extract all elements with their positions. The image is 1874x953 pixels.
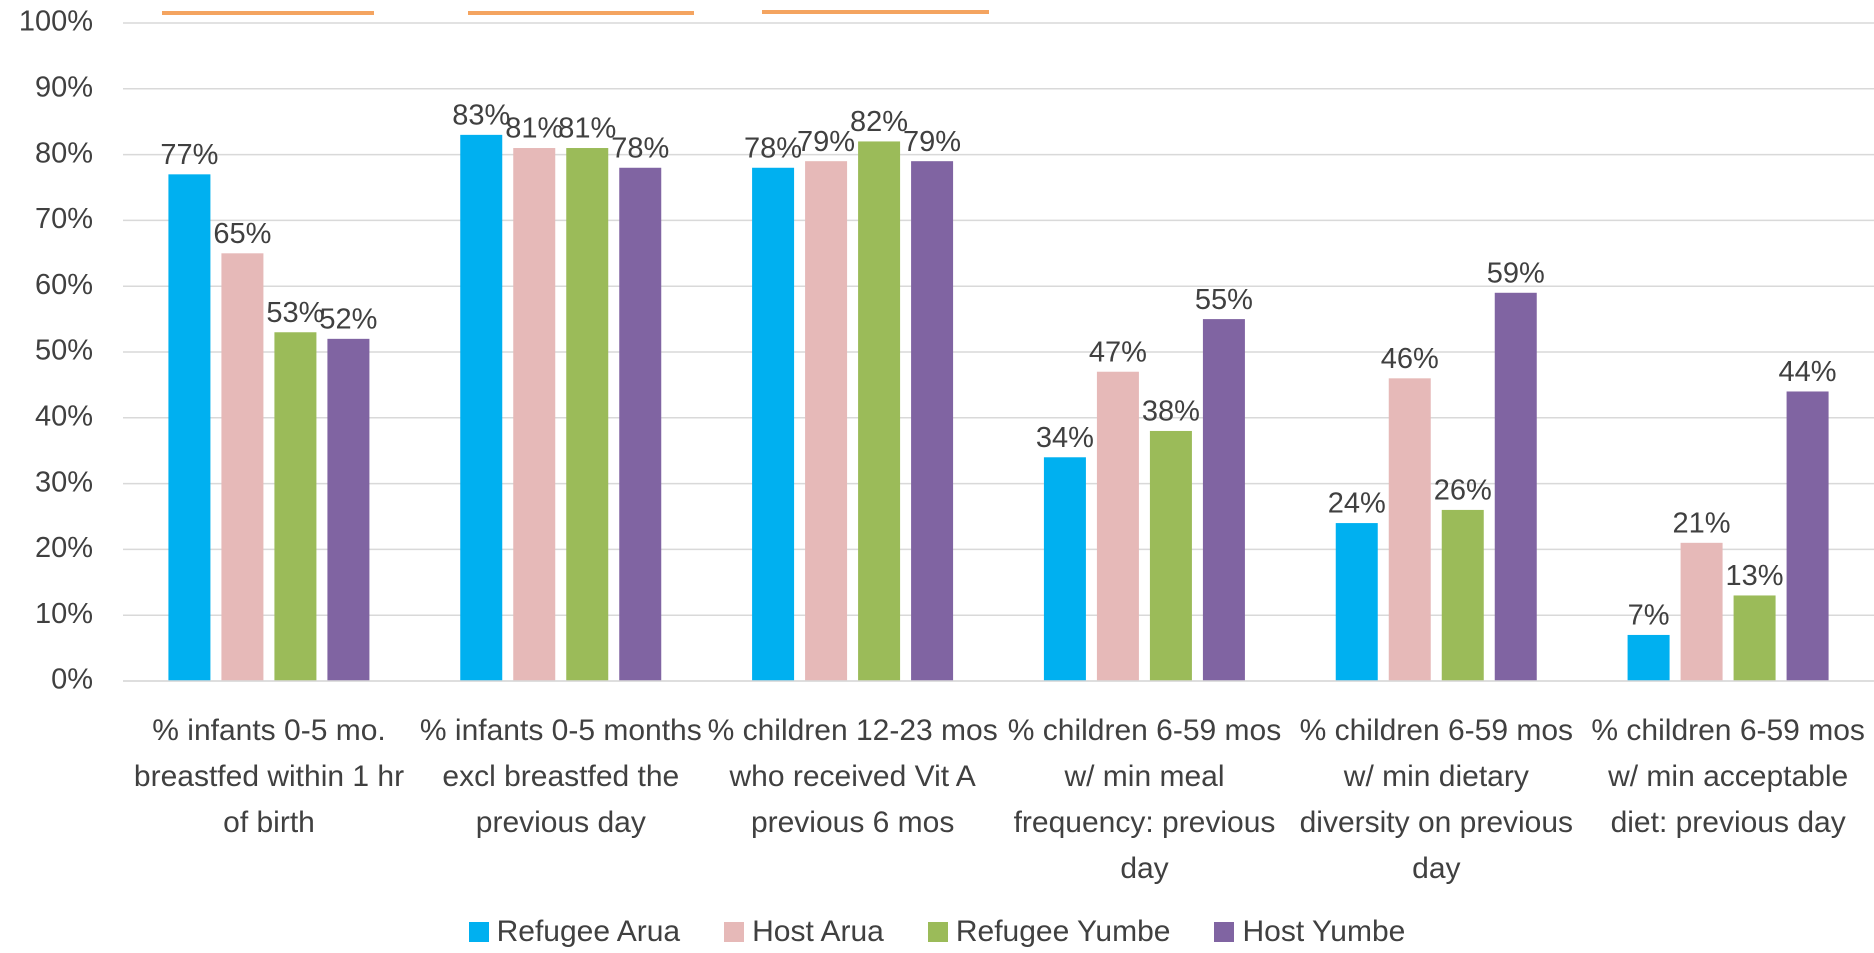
y-tick-label: 20% [35,532,93,564]
data-label: 7% [1628,600,1670,632]
y-tick-label: 0% [51,664,93,696]
legend: Refugee Arua Host Arua Refugee Yumbe Host Y… [0,912,1874,952]
legend-label: Host Yumbe [1242,915,1406,948]
legend-label: Refugee Arua [496,915,681,948]
data-label: 26% [1434,475,1492,507]
data-label: 82% [850,106,908,138]
y-tick-label: 40% [35,400,93,432]
data-label: 55% [1195,284,1253,316]
legend-label: Host Arua [752,915,884,948]
bar [274,332,317,681]
bar [168,174,211,681]
y-tick-label: 30% [35,466,93,498]
y-tick-label: 70% [35,203,93,235]
y-tick-label: 50% [35,335,93,367]
bar [513,148,556,681]
legend-swatch [1214,922,1235,942]
data-label: 59% [1487,257,1545,289]
bar [1202,319,1245,681]
bar [460,134,503,682]
data-label: 53% [266,297,324,329]
data-label: 46% [1381,343,1439,375]
bar [1096,371,1139,681]
x-tick-label: % infants 0-5 months excl breastfed the … [419,714,702,839]
x-tick-label: % children 6-59 mos w/ min acceptable di… [1591,714,1865,839]
x-tick-label: % infants 0-5 mo. breastfed within 1 hr … [133,714,405,839]
data-label: 79% [797,126,855,158]
bar [752,167,795,681]
legend-swatch [468,922,489,942]
y-tick-label: 80% [35,137,93,169]
x-tick-label: % children 12-23 mos who received Vit A … [707,714,998,839]
data-label: 78% [744,132,802,164]
bar [805,161,848,681]
data-label: 65% [213,218,271,250]
data-label: 21% [1673,507,1731,539]
bar [619,167,662,681]
y-tick-label: 60% [35,269,93,301]
bar [858,141,901,681]
bar [1786,391,1829,681]
bar [1388,378,1431,681]
legend-swatch [724,922,745,942]
bar [1441,509,1484,681]
data-label: 78% [611,132,669,164]
bar [911,161,954,681]
x-tick-label: % children 6-59 mos w/ min dietary diver… [1299,714,1574,885]
data-label: 79% [903,126,961,158]
bar [566,148,609,681]
data-label: 34% [1036,422,1094,454]
bar [1043,457,1086,681]
legend-item: Host Yumbe [1214,915,1405,949]
bar [221,253,264,682]
bar [1149,430,1192,681]
y-tick-label: 90% [35,71,93,103]
bar [1335,523,1378,681]
data-label: 38% [1142,396,1200,428]
bar [1680,542,1723,681]
data-label: 81% [505,113,563,145]
y-tick-label: 100% [19,6,93,38]
bar [1733,595,1776,681]
data-label: 77% [160,139,218,171]
data-label: 24% [1328,488,1386,520]
legend-label: Refugee Yumbe [955,915,1171,948]
x-tick-label: % children 6-59 mos w/ min meal frequenc… [1007,714,1282,885]
bar [1627,634,1670,681]
legend-item: Refugee Arua [468,915,681,949]
legend-item: Host Arua [724,915,884,949]
data-label: 52% [319,303,377,335]
legend-swatch [927,922,948,942]
bar [327,338,370,681]
y-tick-label: 10% [35,598,93,630]
data-label: 47% [1089,336,1147,368]
legend-item: Refugee Yumbe [927,915,1171,949]
data-label: 83% [452,100,510,132]
data-label: 81% [558,113,616,145]
data-label: 44% [1779,356,1837,388]
data-label: 13% [1726,560,1784,592]
bar [1494,292,1537,681]
